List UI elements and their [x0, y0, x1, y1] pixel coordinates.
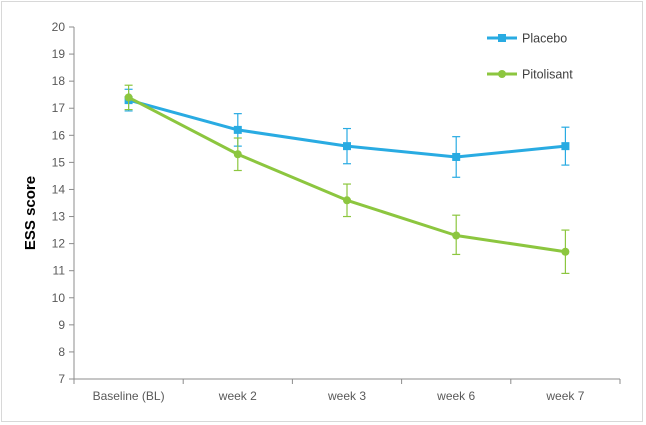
legend: Placebo Pitolisant	[487, 32, 573, 82]
y-tick-label: 20	[52, 20, 66, 34]
data-point	[561, 247, 570, 256]
y-tick-label: 9	[58, 318, 65, 332]
data-point	[343, 142, 351, 151]
series-placebo	[124, 88, 570, 178]
y-tick-label: 14	[52, 182, 66, 196]
x-tick-label: week 3	[327, 389, 366, 403]
legend-marker	[498, 70, 506, 78]
y-tick-label: 19	[52, 47, 66, 61]
legend-marker	[498, 34, 506, 42]
series-pitolisant	[124, 84, 570, 274]
legend-label: Placebo	[522, 32, 567, 46]
data-point	[343, 196, 351, 205]
data-point	[561, 142, 570, 151]
y-axis-title: ESS score	[22, 176, 39, 250]
series-line	[127, 96, 566, 254]
y-tick-label: 7	[58, 372, 65, 386]
y-tick-label: 8	[58, 345, 65, 359]
data-point	[233, 125, 242, 134]
y-tick-label: 13	[52, 210, 66, 224]
x-tick-label: week 6	[436, 389, 475, 403]
y-tick-label: 12	[52, 237, 66, 251]
data-point	[452, 152, 461, 161]
axes: 7 8 9 10 11 12 13 14 15 16 17 18 19 20 Baseline (BL) we…	[52, 20, 621, 403]
y-tick-label: 11	[53, 264, 66, 278]
y-tick-label: 18	[52, 74, 66, 88]
legend-label: Pitolisant	[522, 68, 573, 82]
x-tick-label: Baseline (BL)	[93, 389, 165, 403]
y-tick-label: 16	[52, 128, 66, 142]
data-point	[233, 150, 242, 159]
x-tick-label: week 2	[218, 389, 257, 403]
y-tick-label: 17	[52, 101, 66, 115]
data-point	[452, 231, 461, 240]
series-layer	[124, 84, 570, 274]
data-point	[124, 93, 133, 102]
y-tick-label: 15	[52, 155, 66, 169]
x-tick-label: week 7	[545, 389, 584, 403]
legend-item-pitolisant: Pitolisant	[487, 68, 573, 82]
y-tick-label: 10	[52, 291, 66, 305]
legend-item-placebo: Placebo	[487, 32, 567, 46]
